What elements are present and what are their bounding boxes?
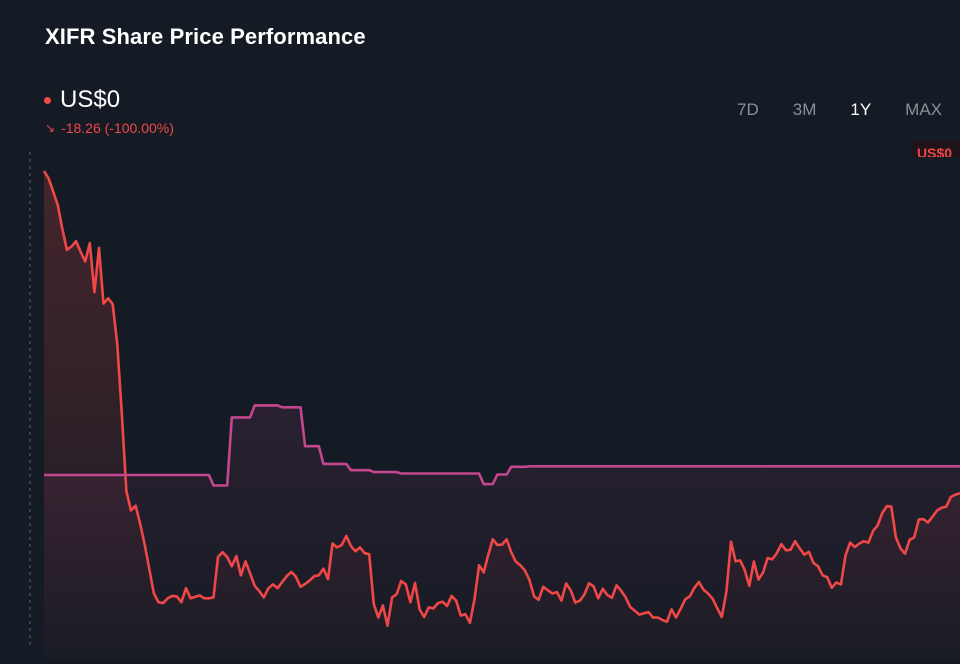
range-7d-button[interactable]: 7D: [737, 100, 759, 119]
price-dot-icon: [44, 96, 51, 104]
benchmark-line-area: [44, 405, 960, 660]
price-change: -18.26 (-100.00%): [61, 120, 174, 136]
current-price-row: US$0: [44, 86, 120, 114]
range-1y-button[interactable]: 1Y: [850, 100, 872, 119]
current-price-tag: US$0: [911, 140, 960, 157]
current-price: US$0: [60, 86, 121, 113]
trend-down-arrow-icon: ↘: [45, 121, 56, 135]
range-max-button[interactable]: MAX: [905, 100, 942, 119]
range-3m-button[interactable]: 3M: [792, 100, 817, 119]
price-change-row: ↘ -18.26 (-100.00%): [45, 120, 174, 136]
price-line: [42, 170, 960, 627]
benchmark-line: [44, 404, 960, 487]
page-title: XIFR Share Price Performance: [45, 24, 366, 49]
range-selector: 7D 3M 1Y MAX: [703, 100, 942, 120]
